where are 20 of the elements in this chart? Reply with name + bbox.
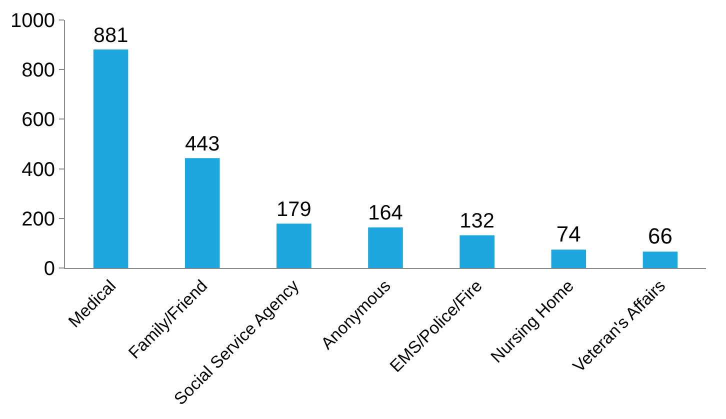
y-tick-label: 600 [22, 109, 55, 132]
bar [551, 250, 586, 268]
bar [184, 158, 220, 268]
y-tick-label: 200 [22, 208, 55, 230]
y-tick-label: 800 [22, 60, 55, 82]
data-label: 179 [276, 198, 312, 221]
data-label: 66 [648, 224, 672, 249]
data-label: 443 [184, 132, 220, 156]
bar [460, 235, 494, 268]
bar [276, 224, 312, 268]
y-tick-label: 1000 [10, 10, 55, 32]
data-label: 164 [368, 202, 403, 225]
data-label: 132 [460, 210, 494, 233]
data-label: 74 [556, 222, 581, 247]
y-tick-label: 0 [44, 258, 55, 280]
bar [93, 50, 128, 268]
data-label: 881 [93, 24, 128, 47]
bar [368, 227, 403, 268]
y-tick-label: 400 [22, 158, 55, 181]
bar [642, 252, 678, 268]
